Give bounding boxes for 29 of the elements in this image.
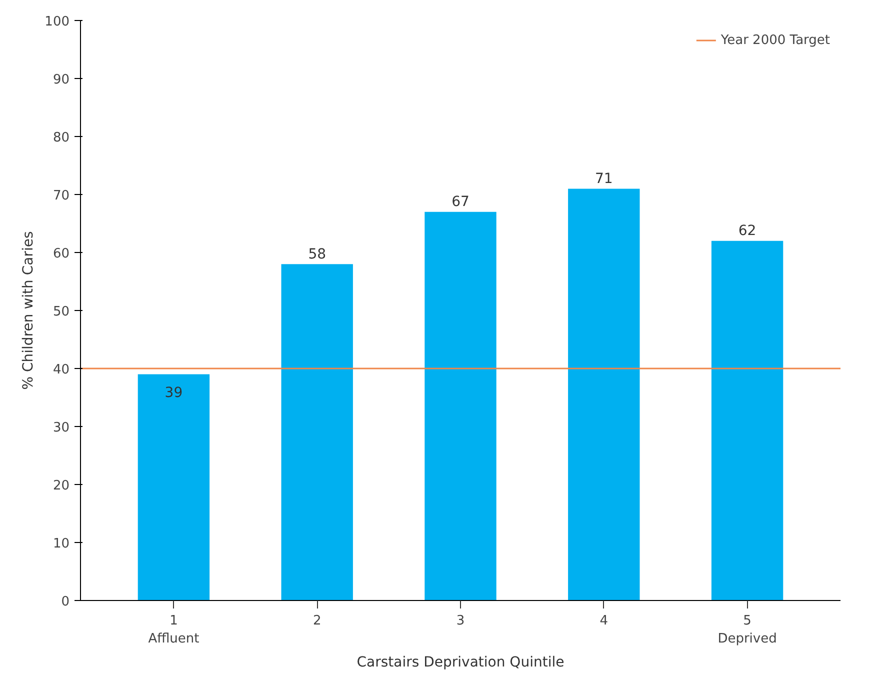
y-tick-label: 50: [52, 304, 70, 320]
y-tick-label: 80: [52, 130, 70, 146]
y-tick-label: 70: [52, 188, 70, 204]
y-tick-label: 0: [61, 594, 70, 610]
bar: [568, 188, 640, 600]
y-tick-label: 100: [44, 14, 70, 30]
x-tick-label: 3: [456, 614, 465, 628]
y-tick-label: 90: [52, 72, 70, 88]
y-tick-label: 20: [52, 478, 70, 494]
data-label: 39: [164, 384, 183, 401]
x-tick-label: 1 Affluent: [148, 614, 200, 646]
x-axis-title: Carstairs Deprivation Quintile: [356, 654, 564, 670]
bar: [138, 374, 210, 600]
y-tick-label: 60: [52, 246, 70, 262]
x-tick-label: 5 Deprived: [718, 614, 777, 646]
data-label: 71: [594, 170, 613, 187]
x-tick-label: 2: [312, 614, 322, 628]
y-tick-label: 30: [52, 420, 70, 436]
data-label: 62: [738, 223, 756, 240]
bar: [711, 240, 784, 600]
y-tick-label: 40: [52, 362, 70, 378]
data-label: 67: [452, 194, 470, 210]
bar: [424, 212, 496, 600]
legend-label: Year 2000 Target: [720, 32, 830, 48]
y-axis-title: % Children with Caries: [20, 231, 37, 390]
data-label: 58: [308, 246, 326, 262]
x-tick-label: 4: [600, 614, 608, 628]
y-tick-label: 10: [52, 536, 70, 552]
bar: [281, 264, 353, 600]
